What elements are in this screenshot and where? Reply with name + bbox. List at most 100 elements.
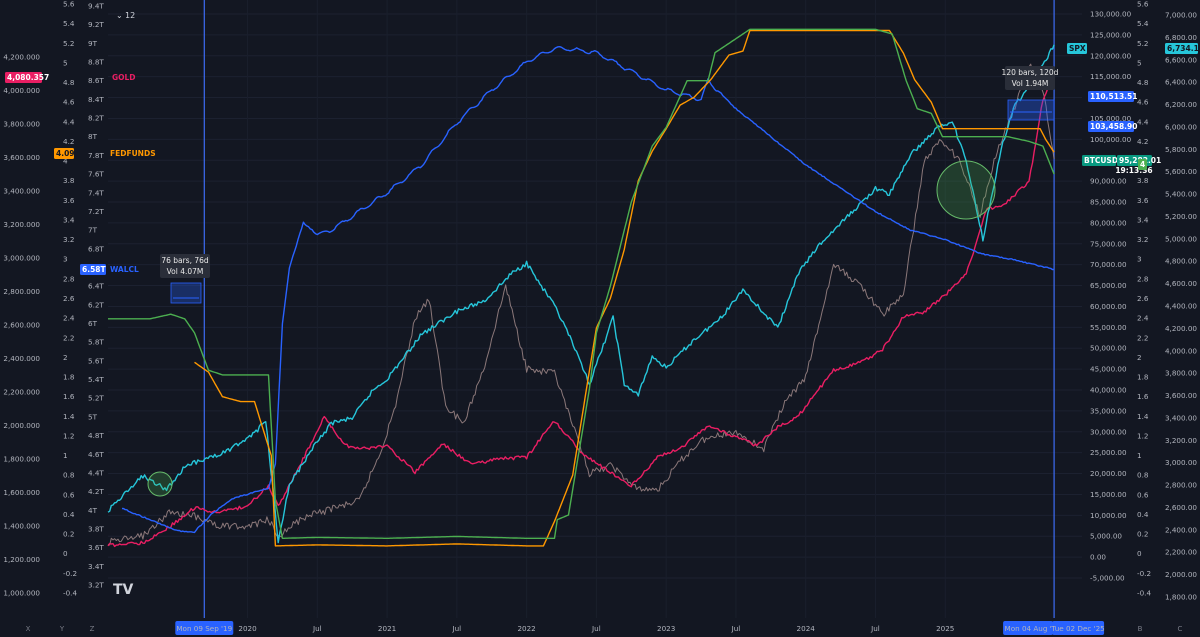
btc-axis-tick: 20,000.00 <box>1090 469 1127 478</box>
interval-selector[interactable]: ⌄ 12 <box>116 11 135 20</box>
btc-axis-tick: 85,000.00 <box>1090 198 1127 207</box>
spx-axis-tick: 3,600.00 <box>1165 391 1197 400</box>
walcl-axis-tick: 8.4T <box>88 95 104 104</box>
rate-value-tag-bg <box>1138 159 1147 170</box>
gold-axis-tick: 3,800.000 <box>3 120 40 129</box>
walcl-axis-tick: 5.2T <box>88 394 104 403</box>
btc-axis-tick: 70,000.00 <box>1090 260 1127 269</box>
gold-axis-tick: 4,000.000 <box>3 86 40 95</box>
walcl-value-tag: 6.58T <box>82 265 107 274</box>
measure-range-right <box>1007 99 1055 121</box>
right-rate-axis-tick: 4.6 <box>1137 98 1149 107</box>
walcl-axis-tick: 7.2T <box>88 207 104 216</box>
fedfunds-axis-tick: 0.2 <box>63 530 74 539</box>
spx-axis-tick: 2,600.00 <box>1165 503 1197 512</box>
gold-axis-tick: 1,200.000 <box>3 555 40 564</box>
axis-corner-label: B <box>1138 625 1143 633</box>
right-rate-axis-tick: 5.2 <box>1137 39 1148 48</box>
btc-axis-tick: 35,000.00 <box>1090 406 1127 415</box>
spx-axis-tick: 4,600.00 <box>1165 279 1197 288</box>
measure-range-left <box>170 282 202 304</box>
series-fedfunds <box>194 29 1055 547</box>
right-rate-axis-tick: 2.2 <box>1137 333 1148 342</box>
measure-price-bottom-bg <box>1088 121 1134 132</box>
btc-axis-tick: 60,000.00 <box>1090 302 1127 311</box>
spx-axis-tick: 5,800.00 <box>1165 145 1197 154</box>
series-walcl <box>121 46 1055 534</box>
time-axis: 2020 Jul 2021 Jul 2022 Jul 2023 Jul 2024 Jul 2025 X… <box>26 621 1183 635</box>
walcl-axis-tick: 6.8T <box>88 244 104 253</box>
btc-axis-tick: 45,000.00 <box>1090 365 1127 374</box>
spx-value-tag-bg <box>1165 43 1198 54</box>
walcl-axis-tick: 5T <box>88 412 98 421</box>
walcl-axis-tick: 4.2T <box>88 487 104 496</box>
right-rate-axis-tick: 0 <box>1137 549 1142 558</box>
right-rate-axis-tick: -0.4 <box>1137 589 1151 598</box>
series-lines <box>107 28 1055 548</box>
spx-axis-tick: 6,600.00 <box>1165 55 1197 64</box>
btc-axis-tick: 50,000.00 <box>1090 344 1127 353</box>
walcl-axis-tick: 9.4T <box>88 2 104 11</box>
spx-axis-tick: 3,000.00 <box>1165 458 1197 467</box>
axis-corner-label: C <box>1178 625 1183 633</box>
spx-axis-tick: 7,000.00 <box>1165 11 1197 20</box>
fedfunds-axis-tick: 1 <box>63 451 68 460</box>
fedfunds-axis-tick: 5.2 <box>63 39 74 48</box>
fedfunds-axis-tick: 1.2 <box>63 431 74 440</box>
fedfunds-series-name: FEDFUNDS <box>110 149 156 158</box>
right-rate-axis-tick: 0.4 <box>1137 510 1149 519</box>
spx-axis-tick: 4,000.00 <box>1165 346 1197 355</box>
walcl-axis-tick: 8.2T <box>88 114 104 123</box>
spx-axis-tick: 6,200.00 <box>1165 100 1197 109</box>
gold-axis-tick: 2,600.000 <box>3 321 40 330</box>
spx-axis-tick: 4,200.00 <box>1165 324 1197 333</box>
fedfunds-axis-tick: 2 <box>63 353 68 362</box>
rate-value-tag: 4 <box>1140 160 1145 169</box>
spx-axis-tick: 6,000.00 <box>1165 122 1197 131</box>
spx-series-name-bg <box>1067 43 1087 54</box>
gold-axis-tick: 3,200.000 <box>3 220 40 229</box>
spx-axis-tick: 3,800.00 <box>1165 369 1197 378</box>
axis-corner-label: X <box>26 625 31 633</box>
btc-axis-tick: 125,000.00 <box>1090 30 1132 39</box>
btcusdt-countdown: 19:13:36 <box>1115 166 1152 175</box>
fedfunds-axis-tick: 5.4 <box>63 19 75 28</box>
measure-tooltip-right-vol: Vol 1.94M <box>1012 79 1049 88</box>
right-rate-axis-tick: 3.4 <box>1137 215 1149 224</box>
fedfunds-axis-tick: 2.8 <box>63 274 75 283</box>
left-axes: 4,200.000 4,000.000 3,800.000 3,600.000 3,40… <box>3 0 104 598</box>
highlight-circle-left <box>147 471 173 497</box>
fedfunds-axis-tick: 1.6 <box>63 392 75 401</box>
highlight-circle-right <box>936 160 996 220</box>
btc-axis-tick: 80,000.00 <box>1090 218 1127 227</box>
spx-axis-tick: 2,200.00 <box>1165 548 1197 557</box>
fedfunds-axis-tick: 4.8 <box>63 78 75 87</box>
right-rate-axis-tick: 5.4 <box>1137 19 1149 28</box>
walcl-axis-tick: 6.2T <box>88 300 104 309</box>
btc-axis-tick: 130,000.00 <box>1090 10 1132 19</box>
measure-tooltip-left-vol: Vol 4.07M <box>167 267 204 276</box>
gold-value-tag: 4,080.357 <box>7 73 49 82</box>
selection-mid-date: Mon 04 Aug ' <box>1005 624 1052 633</box>
gold-axis-tick: 3,000.000 <box>3 254 40 263</box>
btc-axis-tick: 55,000.00 <box>1090 323 1127 332</box>
spx-axis-tick: 2,400.00 <box>1165 525 1197 534</box>
series-walcl_step <box>108 28 1055 539</box>
btc-axis-tick: 40,000.00 <box>1090 386 1127 395</box>
gold-axis-tick: 2,000.000 <box>3 421 40 430</box>
chevron-down-icon[interactable]: ⌄ <box>116 11 123 20</box>
time-axis-tick: 2021 <box>378 624 396 633</box>
axis-corner-label: Z <box>90 625 95 633</box>
right-rate-axis-tick: 0.8 <box>1137 471 1149 480</box>
interval-label: 12 <box>125 11 135 20</box>
walcl-axis-tick: 3.6T <box>88 543 104 552</box>
measure-price-bottom: 103,458.90 <box>1090 122 1137 131</box>
walcl-axis-tick: 3.8T <box>88 524 104 533</box>
fedfunds-axis-tick: 4.6 <box>63 98 75 107</box>
time-axis-tick: Jul <box>312 624 322 633</box>
right-rate-axis-tick: 0.2 <box>1137 530 1148 539</box>
btcusdt-series-name-bg <box>1082 155 1116 166</box>
fedfunds-axis-tick: 3.8 <box>63 176 75 185</box>
axis-corner-label: Y <box>59 625 65 633</box>
